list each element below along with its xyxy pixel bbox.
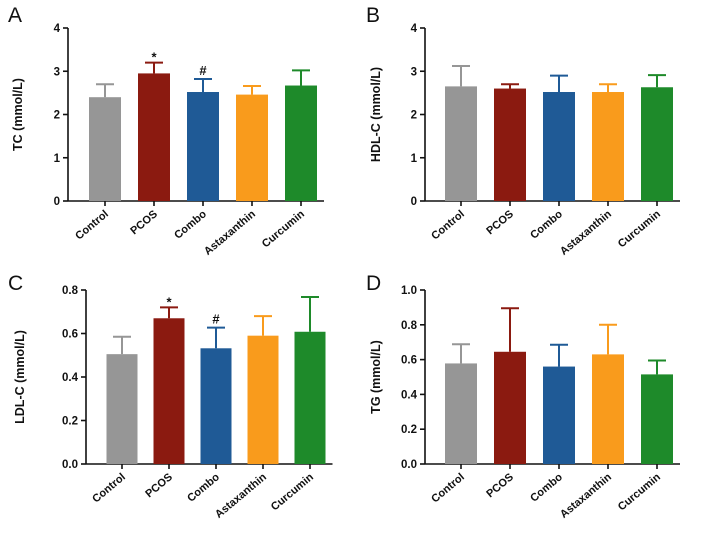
panel-c-letter: C — [8, 272, 23, 295]
panel-c-sig-marker: * — [166, 294, 172, 309]
panel-d-bar-curcumin — [641, 374, 673, 464]
panel-c-y-tick-label: 0.0 — [62, 459, 78, 471]
panel-a-y-tick-label: 0 — [54, 196, 60, 208]
panel-b-category-label: Combo — [528, 208, 565, 242]
panel-b-bar-control — [445, 86, 477, 201]
panel-b-letter: B — [366, 4, 380, 27]
panel-a-bar-curcumin — [285, 85, 317, 201]
panel-d-y-tick-label: 0.8 — [401, 320, 418, 332]
panel-d-y-tick-label: 1.0 — [401, 285, 417, 297]
panel-c-category-label: Combo — [185, 471, 222, 505]
panel-c-y-tick-label: 0.8 — [62, 285, 79, 297]
panel-c-bar-pcos — [153, 318, 185, 464]
panel-b-y-tick-label: 3 — [411, 66, 417, 78]
panel-b-bar-pcos — [494, 88, 526, 201]
panel-c-category-label: Control — [90, 471, 128, 505]
panel-d-y-tick-label: 0.2 — [401, 424, 417, 436]
panel-a-bar-astaxanthin — [236, 94, 268, 201]
panel-a-sig-marker: * — [151, 50, 157, 65]
panel-b-y-tick-label: 4 — [411, 23, 418, 35]
panel-a-y-tick-label: 1 — [54, 153, 61, 165]
panel-a-y-tick-label: 4 — [54, 23, 61, 35]
panel-b-category-label: Curcumin — [616, 208, 663, 250]
panel-c-category-label: Curcumin — [269, 471, 316, 513]
panel-b-y-axis-title: HDL-C (mmol/L) — [369, 67, 383, 162]
panel-d-letter: D — [366, 272, 381, 295]
panel-b-bar-curcumin — [641, 87, 673, 201]
panel-a-category-label: Combo — [172, 208, 209, 242]
panel-b-category-label: Astaxanthin — [558, 208, 614, 258]
panel-b-y-tick-label: 2 — [411, 110, 417, 122]
panel-c-bar-control — [106, 354, 138, 464]
panel-a-y-axis-title: TC (mmol/L) — [11, 78, 25, 151]
panel-a-category-label: Control — [73, 208, 111, 242]
panel-c-category-label: Astaxanthin — [213, 471, 269, 521]
panel-a-letter: A — [8, 4, 22, 27]
panel-a-y-tick-label: 3 — [54, 66, 60, 78]
panel-a-y-tick-label: 2 — [54, 110, 60, 122]
panel-a-category-label: Astaxanthin — [202, 208, 258, 258]
panel-b-y-tick-label: 1 — [411, 153, 418, 165]
panel-a-bar-combo — [187, 92, 219, 201]
panel-d-bar-control — [445, 363, 477, 464]
panel-c-y-tick-label: 0.4 — [62, 372, 79, 384]
panel-d-category-label: Control — [429, 471, 467, 505]
panel-d-y-axis-title: TG (mmol/L) — [369, 340, 383, 414]
panel-a-category-label: Curcumin — [260, 208, 307, 250]
panel-d-category-label: Combo — [528, 471, 565, 505]
panel-d-bar-astaxanthin — [592, 354, 624, 464]
panel-d-category-label: Curcumin — [616, 471, 663, 513]
panel-c-bar-combo — [200, 348, 232, 464]
panel-d-bar-pcos — [494, 351, 526, 464]
panel-a-bar-pcos — [138, 73, 170, 201]
panel-b-category-label: Control — [429, 208, 467, 242]
panel-c-category-label: PCOS — [143, 471, 175, 500]
panel-c-y-tick-label: 0.2 — [62, 416, 78, 428]
panel-d-y-tick-label: 0.4 — [401, 389, 418, 401]
panel-a-sig-marker: # — [199, 63, 207, 78]
panel-a-bar-control — [89, 97, 121, 201]
panel-c-bar-astaxanthin — [247, 335, 279, 464]
panel-a-category-label: PCOS — [128, 208, 160, 237]
panel-c-y-tick-label: 0.6 — [62, 329, 78, 341]
panel-d-y-tick-label: 0.6 — [401, 355, 417, 367]
panel-b-y-tick-label: 0 — [411, 196, 417, 208]
panel-d-category-label: PCOS — [484, 471, 516, 500]
panel-d-category-label: Astaxanthin — [558, 471, 614, 521]
panel-c-y-axis-title: LDL-C (mmol/L) — [13, 330, 27, 424]
panel-b-bar-astaxanthin — [592, 92, 624, 201]
panel-c-bar-curcumin — [294, 331, 326, 464]
panel-d-y-tick-label: 0.0 — [401, 459, 417, 471]
panel-b-bar-combo — [543, 92, 575, 201]
panel-c-sig-marker: # — [212, 312, 220, 327]
panel-d-bar-combo — [543, 366, 575, 464]
panel-b-category-label: PCOS — [484, 208, 516, 237]
